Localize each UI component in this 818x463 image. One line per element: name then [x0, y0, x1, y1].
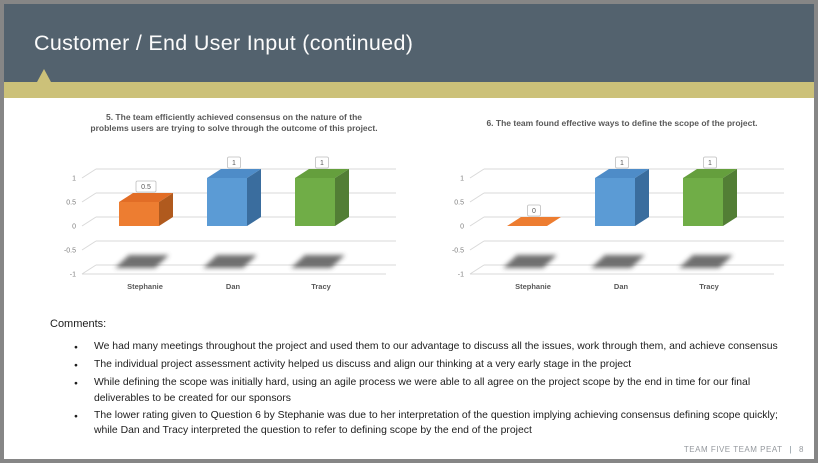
gridline-depth: [81, 216, 97, 227]
bar-top-face: [207, 169, 261, 178]
chart-5-title-line1: 5. The team efficiently achieved consens…: [105, 112, 362, 122]
comments-list: ● We had many meetings throughout the pr…: [50, 339, 790, 439]
list-item: ● We had many meetings throughout the pr…: [74, 339, 790, 356]
category-label: Tracy: [699, 282, 719, 291]
footer-page-number: 8: [799, 445, 804, 454]
chart-6-plot: 1 0.5 0 -0.5 -1 0 Stephanie 1 Dan 1 Tracy: [452, 156, 784, 291]
list-item: ● The lower rating given to Question 6 b…: [74, 408, 790, 439]
data-label-box: [703, 156, 717, 169]
bullet-text: While defining the scope was initially h…: [94, 377, 751, 404]
y-tick-label: 1: [460, 176, 464, 183]
chart-5-plot: 1 0.5 0 -0.5 -1 0.5 Stephanie 1 Dan 1 Tracy: [64, 156, 396, 291]
gridline-depth: [81, 240, 97, 251]
bar: [683, 178, 723, 226]
gridline-depth: [81, 168, 97, 179]
bar-side-face: [723, 169, 737, 226]
bar: [595, 178, 635, 226]
data-label-box: [315, 156, 329, 169]
data-label-box: [527, 204, 541, 217]
bar-side-face: [335, 169, 349, 226]
chart-question-6: 6. The team found effective ways to defi…: [434, 108, 810, 303]
bar-side-face: [159, 193, 173, 226]
gridline-depth: [81, 264, 97, 275]
bar-shadow: [291, 255, 345, 268]
bar: [207, 178, 247, 226]
bar: [295, 178, 335, 226]
category-label: Stephanie: [515, 282, 551, 291]
y-tick-label: -0.5: [64, 248, 76, 255]
bar-top-face: [683, 169, 737, 178]
data-label-box: [227, 156, 241, 169]
bullet-icon: ●: [74, 412, 78, 420]
list-item: ● While defining the scope was initially…: [74, 375, 790, 406]
accent-triangle-icon: [37, 69, 51, 82]
comments-section: Comments: ● We had many meetings through…: [50, 318, 790, 440]
comments-heading: Comments:: [50, 318, 107, 330]
gridline-depth: [469, 240, 485, 251]
bar-top-face: [595, 169, 649, 178]
y-tick-label: 1: [72, 176, 76, 183]
slide: Customer / End User Input (continued) 5.…: [4, 4, 814, 459]
bar-shadow: [503, 255, 557, 268]
page-title: Customer / End User Input (continued): [34, 30, 414, 55]
bar: [119, 202, 159, 226]
bar-shadow: [203, 255, 257, 268]
gridline-depth: [469, 264, 485, 275]
gridline-depth: [469, 192, 485, 203]
data-label: 1: [232, 160, 236, 167]
bar-shadow: [591, 255, 645, 268]
chart-5-title: 5. The team efficiently achieved consens…: [46, 108, 422, 138]
chart-5-title-line2: problems users are trying to solve throu…: [90, 123, 378, 133]
gridline-depth: [81, 192, 97, 203]
y-tick-label: 0.5: [454, 200, 464, 207]
chart-6-title: 6. The team found effective ways to defi…: [434, 108, 810, 138]
bullet-icon: ●: [74, 344, 78, 351]
bar-top-face: [119, 193, 173, 202]
category-label: Dan: [226, 282, 241, 291]
bullet-text: We had many meetings throughout the proj…: [94, 341, 778, 352]
footer-team-name: TEAM FIVE TEAM PEAT: [683, 445, 783, 454]
bar-side-face: [247, 169, 261, 226]
chart-question-5: 5. The team efficiently achieved consens…: [46, 108, 422, 303]
bar-side-face: [635, 169, 649, 226]
data-label: 1: [620, 160, 624, 167]
bar-shadow: [115, 255, 169, 268]
slide-header: Customer / End User Input (continued): [4, 4, 814, 82]
bullet-icon: ●: [74, 380, 78, 387]
bar-flat: [507, 217, 561, 226]
chart-6-title-line1: 6. The team found effective ways to defi…: [486, 117, 758, 128]
gridline-depth: [469, 168, 485, 179]
footer-separator: |: [789, 445, 793, 454]
data-label: 1: [708, 160, 712, 167]
y-tick-label: -0.5: [452, 248, 464, 255]
list-item: ● The individual project assessment acti…: [74, 357, 790, 374]
bar-top-face: [295, 169, 349, 178]
category-label: Dan: [614, 282, 629, 291]
data-label-box: [135, 180, 157, 193]
accent-band: [4, 82, 814, 98]
data-label: 0: [532, 208, 536, 215]
data-label: 1: [320, 160, 324, 167]
data-label: 0.5: [141, 184, 151, 191]
bar-shadow: [679, 255, 733, 268]
y-tick-label: 0: [72, 224, 76, 231]
gridline-depth: [469, 216, 485, 227]
data-label-box: [615, 156, 629, 169]
y-tick-label: -1: [458, 272, 464, 279]
slide-footer: TEAM FIVE TEAM PEAT | 8: [684, 445, 804, 454]
category-label: Stephanie: [127, 282, 163, 291]
category-label: Tracy: [311, 282, 331, 291]
y-tick-label: 0.5: [66, 200, 76, 207]
y-tick-label: 0: [460, 224, 464, 231]
y-tick-label: -1: [70, 272, 76, 279]
bullet-text: The lower rating given to Question 6 by …: [94, 409, 778, 437]
bullet-text: The individual project assessment activi…: [94, 359, 632, 370]
bullet-icon: ●: [74, 362, 78, 369]
